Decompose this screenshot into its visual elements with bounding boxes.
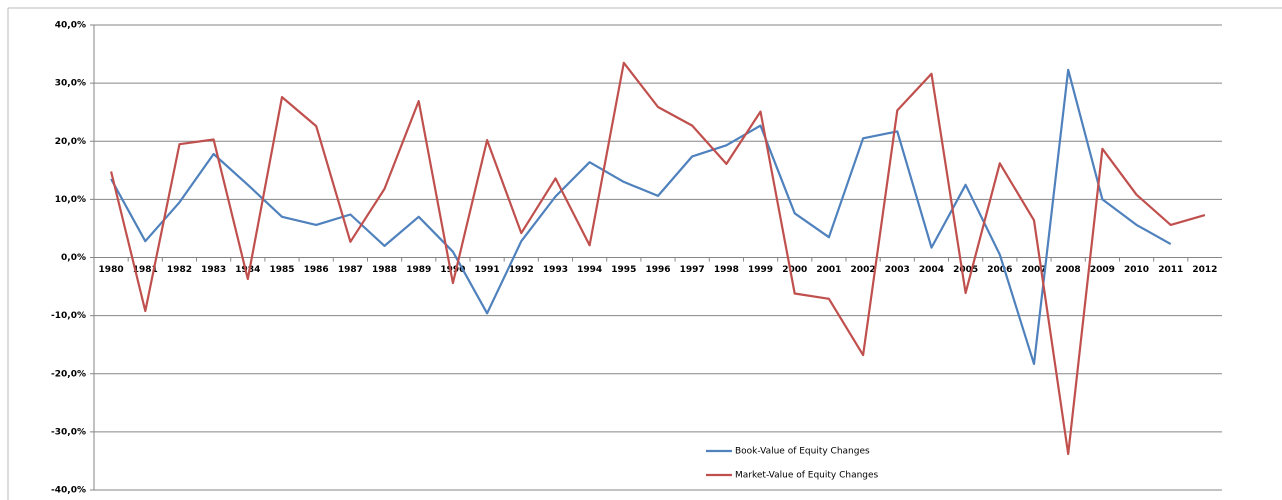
x-tick-label: 2004 [919, 265, 944, 275]
x-tick-label: 1983 [201, 265, 226, 275]
y-tick-label: -30,0% [51, 427, 86, 437]
x-tick-label: 1994 [577, 265, 602, 275]
x-tick-label: 1981 [133, 265, 158, 275]
x-tick-label: 1990 [440, 265, 465, 275]
x-tick-label: 2011 [1158, 265, 1183, 275]
x-tick-label: 1982 [167, 265, 192, 275]
x-tick-label: 1993 [543, 265, 568, 275]
x-tick-label: 2010 [1124, 265, 1149, 275]
series-line [110, 68, 1172, 365]
x-tick-label: 1985 [269, 265, 294, 275]
x-tick-label: 1998 [714, 265, 739, 275]
x-tick-label: 1986 [304, 265, 329, 275]
x-tick-label: 1989 [406, 265, 431, 275]
y-tick-label: -20,0% [51, 369, 86, 379]
y-tick-label: -10,0% [51, 311, 86, 321]
legend-label: Market-Value of Equity Changes [735, 471, 879, 481]
x-tick-label: 2009 [1090, 265, 1115, 275]
x-tick-label: 1997 [680, 265, 705, 275]
x-tick-label: 2003 [885, 265, 910, 275]
x-tick-label: 2005 [953, 265, 978, 275]
y-tick-label: 0,0% [61, 253, 86, 263]
y-tick-label: 30,0% [55, 79, 86, 89]
x-tick-label: 1988 [372, 265, 397, 275]
x-tick-label: 1984 [235, 265, 260, 275]
series-line [110, 61, 1206, 456]
x-tick-label: 1996 [645, 265, 670, 275]
x-tick-label: 2007 [1021, 265, 1046, 275]
x-tick-label: 1987 [338, 265, 363, 275]
x-tick-label: 1995 [611, 265, 636, 275]
x-tick-label: 2006 [987, 265, 1012, 275]
x-tick-label: 1992 [509, 265, 534, 275]
x-tick-label: 2008 [1056, 265, 1081, 275]
x-tick-label: 2000 [782, 265, 807, 275]
x-tick-label: 2012 [1192, 265, 1217, 275]
x-tick-label: 2001 [816, 265, 841, 275]
x-tick-label: 2002 [851, 265, 876, 275]
x-tick-label: 1991 [475, 265, 500, 275]
legend-label: Book-Value of Equity Changes [735, 447, 870, 457]
y-tick-label: 10,0% [55, 195, 86, 205]
y-tick-label: -40,0% [51, 486, 86, 496]
x-tick-label: 1980 [99, 265, 124, 275]
y-tick-label: 20,0% [55, 137, 86, 147]
y-tick-label: 40,0% [55, 21, 86, 31]
x-tick-label: 1999 [748, 265, 773, 275]
